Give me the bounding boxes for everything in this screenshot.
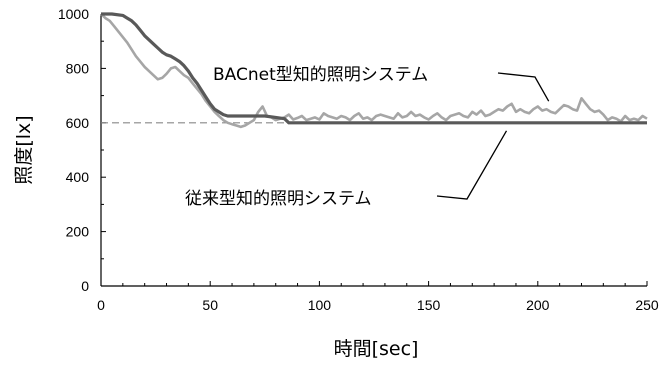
y-tick-label: 400 — [66, 169, 90, 185]
bacnet-annotation-leader — [497, 72, 550, 102]
x-tick-label: 100 — [308, 297, 332, 313]
x-tick-label: 50 — [202, 297, 218, 313]
bacnet-series-line — [100, 13, 648, 129]
y-tick-label: 0 — [81, 278, 89, 294]
conventional-series-line — [101, 12, 647, 125]
y-tick-label: 600 — [66, 115, 90, 131]
x-axis-title: 時間[sec] — [334, 338, 419, 360]
conventional-annotation-label: 従来型知的照明システム — [185, 189, 372, 209]
x-tick-label: 0 — [97, 297, 105, 313]
bacnet-annotation-label: BACnet型知的照明システム — [213, 65, 428, 85]
conventional-annotation-leader — [436, 130, 508, 200]
y-tick-label: 200 — [66, 224, 90, 240]
y-tick-label: 1000 — [58, 6, 89, 22]
x-tick-label: 200 — [526, 297, 550, 313]
y-axis-title: 照度[lx] — [13, 115, 35, 184]
x-tick-label: 150 — [417, 297, 441, 313]
y-tick-label: 800 — [66, 60, 90, 76]
x-tick-label: 250 — [635, 297, 659, 313]
